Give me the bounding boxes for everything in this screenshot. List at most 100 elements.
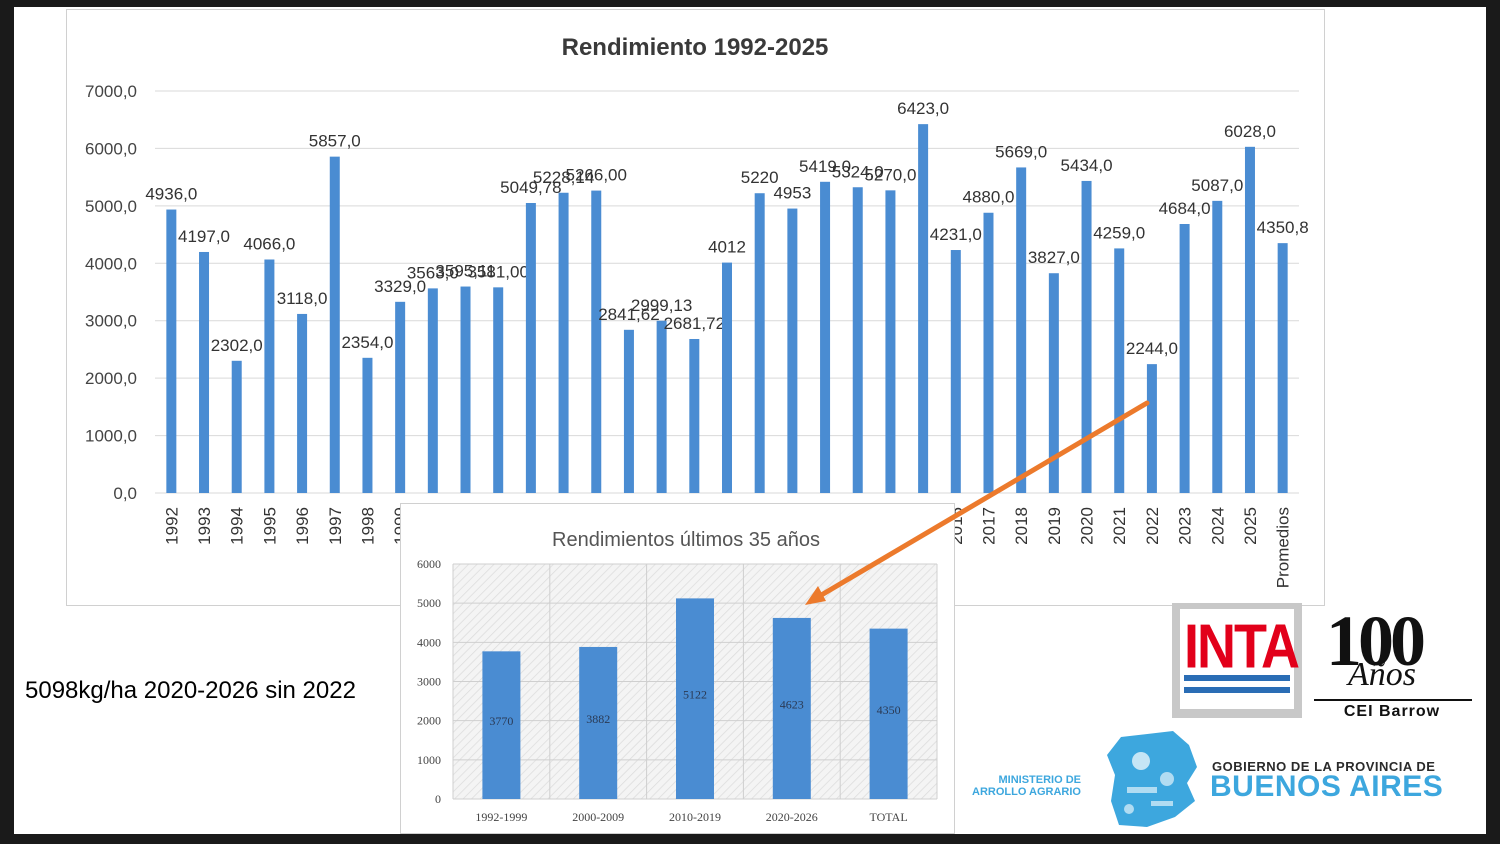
x-tick-label: 2022 (1143, 507, 1162, 545)
x-tick-label: 2023 (1176, 507, 1195, 545)
bar (558, 192, 569, 494)
data-label: 5857,0 (309, 132, 361, 151)
data-label: 2841,62 (598, 305, 659, 324)
bar (1114, 248, 1125, 493)
ministerio-line: MINISTERIO DE (998, 774, 1081, 786)
data-label: 4953 (773, 184, 811, 203)
x-tick-label: 2021 (1110, 507, 1129, 545)
data-label: 4066,0 (243, 234, 295, 253)
bar (395, 301, 406, 493)
bar (772, 617, 811, 799)
data-label: 2999,13 (631, 296, 692, 315)
data-label: 3329,0 (374, 277, 426, 296)
data-label: 3581,00 (467, 262, 528, 281)
bar (983, 212, 994, 493)
bar (1016, 167, 1027, 493)
bar (264, 259, 275, 493)
data-label: 3770 (489, 714, 513, 728)
data-label: 4012 (708, 238, 746, 257)
data-label: 5220 (741, 168, 779, 187)
cei-barrow-label: CEI Barrow (1343, 703, 1441, 720)
data-label: 4350 (877, 703, 901, 717)
bar (852, 187, 863, 493)
data-label: 3563,0 (407, 263, 459, 282)
bar (885, 190, 896, 493)
bar (676, 598, 714, 799)
data-label: 4684,0 (1159, 199, 1211, 218)
bar (231, 360, 242, 493)
bar (950, 250, 961, 493)
province-map-emblem (1107, 731, 1197, 827)
data-label: 3595,11 (435, 262, 495, 281)
x-tick-label: 1992 (162, 507, 181, 545)
x-tick-label: 2010-2019 (669, 810, 721, 824)
bar (362, 357, 373, 493)
bar (1081, 180, 1092, 493)
data-label: 5434,0 (1061, 156, 1113, 175)
bar (656, 320, 667, 493)
data-label: 4623 (780, 697, 804, 711)
annual-yield-chart-title: Rendimiento 1992-2025 (562, 34, 829, 61)
gba-name: BUENOS AIRES (1210, 770, 1444, 803)
ministerio-line: ARROLLO AGRARIO (972, 786, 1081, 798)
x-tick-label: 2025 (1241, 507, 1260, 545)
period-average-chart-title: Rendimientos últimos 35 años (552, 529, 820, 551)
bar (623, 329, 634, 493)
bar (869, 628, 908, 799)
x-tick-label: 1998 (358, 507, 377, 545)
x-tick-label: 2020-2026 (766, 810, 818, 824)
y-tick-label: 3000 (417, 675, 441, 689)
data-label: 5228,14 (533, 168, 594, 187)
y-tick-label: 4000 (417, 635, 441, 649)
bar (591, 190, 602, 493)
centenario-rule (1314, 699, 1472, 701)
data-label: 5087,0 (1191, 176, 1243, 195)
bar (166, 209, 177, 493)
bar (918, 124, 929, 493)
bar (460, 286, 471, 493)
bar (1179, 224, 1190, 493)
annual-yield-chart-svg: Rendimiento 1992-2025 0,0 1000,0 2000,0 300… (85, 34, 1309, 588)
y-tick-label: 1000 (417, 753, 441, 767)
bar (297, 313, 308, 493)
y-tick-label: 4000,0 (85, 254, 137, 273)
data-label: 5270,0 (864, 165, 916, 184)
inta-logo-stripe (1184, 675, 1290, 681)
arrow-shaft (815, 400, 1150, 600)
annual-yield-chart: Rendimiento 1992-2025 0,0 1000,0 2000,0 300… (66, 9, 1325, 606)
data-label: 2302,0 (211, 336, 263, 355)
y-tick-label: 6000,0 (85, 139, 137, 158)
data-label: 4259,0 (1093, 223, 1145, 242)
period-average-chart: Rendimientos últimos 35 años 0 1000 2000 30… (400, 503, 955, 834)
bar (579, 646, 618, 799)
centenario-number: 100 (1326, 601, 1426, 681)
bar (1048, 273, 1059, 493)
arrow-head (805, 586, 826, 605)
bar (1244, 146, 1255, 494)
y-tick-label: 5000 (417, 596, 441, 610)
bar (525, 202, 536, 493)
data-label: 3882 (586, 712, 610, 726)
data-label: 2354,0 (341, 333, 393, 352)
y-tick-label: 0 (435, 792, 441, 806)
y-tick-label: 0,0 (113, 484, 137, 503)
bar (689, 338, 700, 493)
data-label: 4936,0 (145, 185, 197, 204)
data-label: 6028,0 (1224, 122, 1276, 141)
x-tick-label: 1993 (195, 507, 214, 545)
data-label: 4350,8 (1257, 218, 1309, 237)
x-tick-label: 1994 (228, 507, 247, 545)
data-label: 6423,0 (897, 99, 949, 118)
yield-note: 5098kg/ha 2020-2026 sin 2022 (25, 677, 356, 704)
centenario-logo: 100 Años CEI Barrow (1312, 601, 1472, 726)
y-tick-label: 3000,0 (85, 312, 137, 331)
x-tick-label: Promedios (1274, 507, 1293, 588)
y-tick-label: 1000,0 (85, 427, 137, 446)
y-tick-label: 7000,0 (85, 82, 137, 101)
y-tick-label: 6000 (417, 557, 441, 571)
bar (493, 287, 504, 493)
data-label: 3118,0 (277, 289, 328, 308)
data-label: 5266,00 (566, 166, 627, 185)
x-tick-label: 2017 (979, 507, 998, 545)
inta-logo-word: INTA (1184, 612, 1300, 682)
